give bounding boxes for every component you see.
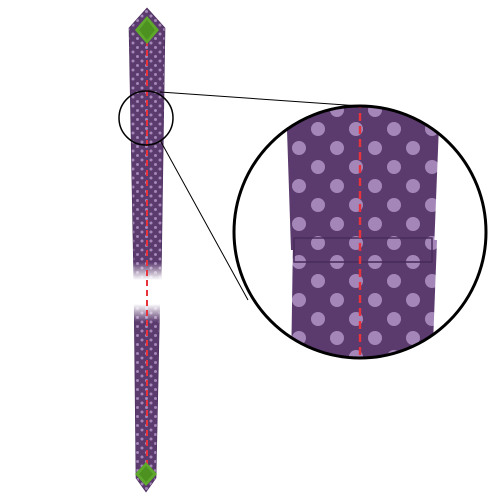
- magnifier-circle-icon: [118, 90, 174, 146]
- zoom-detail: [232, 104, 488, 360]
- zoom-connector-bottom: [159, 139, 249, 301]
- bottom-end-patch: [135, 462, 157, 486]
- detail-fabric-lower: [291, 240, 437, 358]
- fabric-strip: [125, 7, 170, 493]
- zoom-connector-top: [159, 91, 361, 107]
- detail-fabric-upper: [286, 106, 440, 250]
- top-end-patch: [135, 16, 159, 44]
- zoom-detail-outline: [232, 104, 488, 360]
